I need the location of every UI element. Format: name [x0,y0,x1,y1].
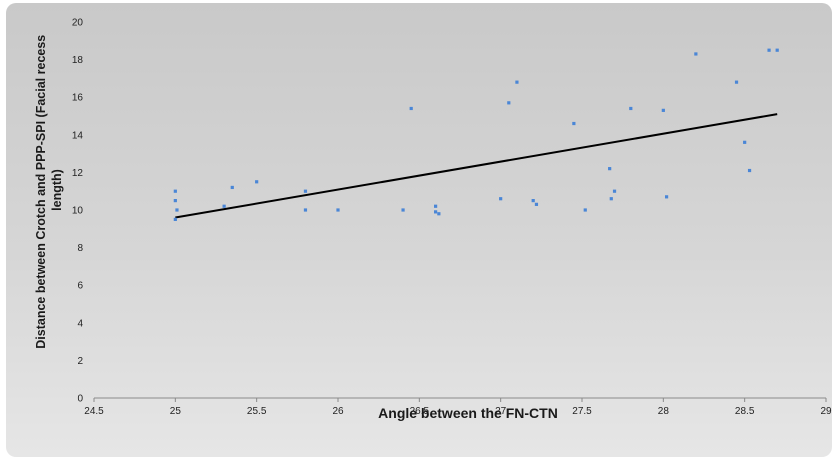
data-point [173,217,177,221]
y-tick-label: 10 [72,206,84,217]
data-point [434,210,438,214]
data-points [173,48,779,221]
data-point [734,80,739,84]
x-tick-label: 27 [495,406,507,417]
y-tick-label: 14 [72,130,84,141]
data-point [303,189,308,193]
x-tick-label: 25 [170,406,182,417]
y-tick-label: 4 [77,318,83,329]
data-point [629,106,633,111]
data-point [664,195,669,199]
data-point [336,208,340,212]
x-axis-title: Angle between the FN-CTN [378,405,558,421]
y-axis-title: Distance between Crotch and PPP-SPI (Fac… [34,31,64,349]
data-point [747,168,752,173]
data-point [608,167,612,171]
x-tick-label: 26.5 [410,406,430,417]
data-point [661,108,665,112]
data-point [173,199,177,203]
data-point [437,212,441,216]
data-point [775,48,779,52]
data-point [255,180,259,184]
x-tick-label: 25.5 [247,406,267,417]
data-point [534,202,539,206]
data-point [531,199,535,203]
data-point [612,189,617,193]
trendline [175,113,778,219]
data-point [583,208,587,212]
x-tick-label: 27.5 [572,406,592,417]
data-point [222,204,226,208]
y-tick-label: 8 [77,243,83,254]
data-point [507,101,511,105]
y-tick-label: 16 [72,93,84,104]
data-point [572,121,576,126]
y-tick-label: 12 [72,168,84,179]
chart-background [6,3,832,457]
data-point [303,208,308,212]
x-axis-ticks: 24.5 25 25.5 26 26.5 27 27.5 28 28.5 29 [84,398,832,417]
data-point [499,197,503,201]
x-tick-label: 28.5 [735,406,755,417]
data-point [230,185,234,190]
y-tick-label: 0 [77,394,83,405]
x-tick-label: 26 [332,406,344,417]
y-tick-label: 20 [72,18,84,29]
data-point [173,189,177,193]
data-point [401,208,405,212]
data-point [694,52,698,56]
data-point [434,204,438,208]
data-point [515,80,519,84]
y-tick-label: 6 [77,281,83,292]
data-point [767,48,771,52]
y-tick-label: 2 [77,356,83,367]
data-point [743,140,747,144]
data-point [175,208,179,212]
y-axis-ticks: 0 2 4 6 8 10 12 14 16 18 20 [72,18,84,405]
x-tick-label: 24.5 [84,406,104,417]
data-point [409,106,413,111]
x-tick-label: 29 [820,406,832,417]
data-point [609,197,613,201]
y-tick-label: 18 [72,55,84,66]
x-tick-label: 28 [658,406,670,417]
